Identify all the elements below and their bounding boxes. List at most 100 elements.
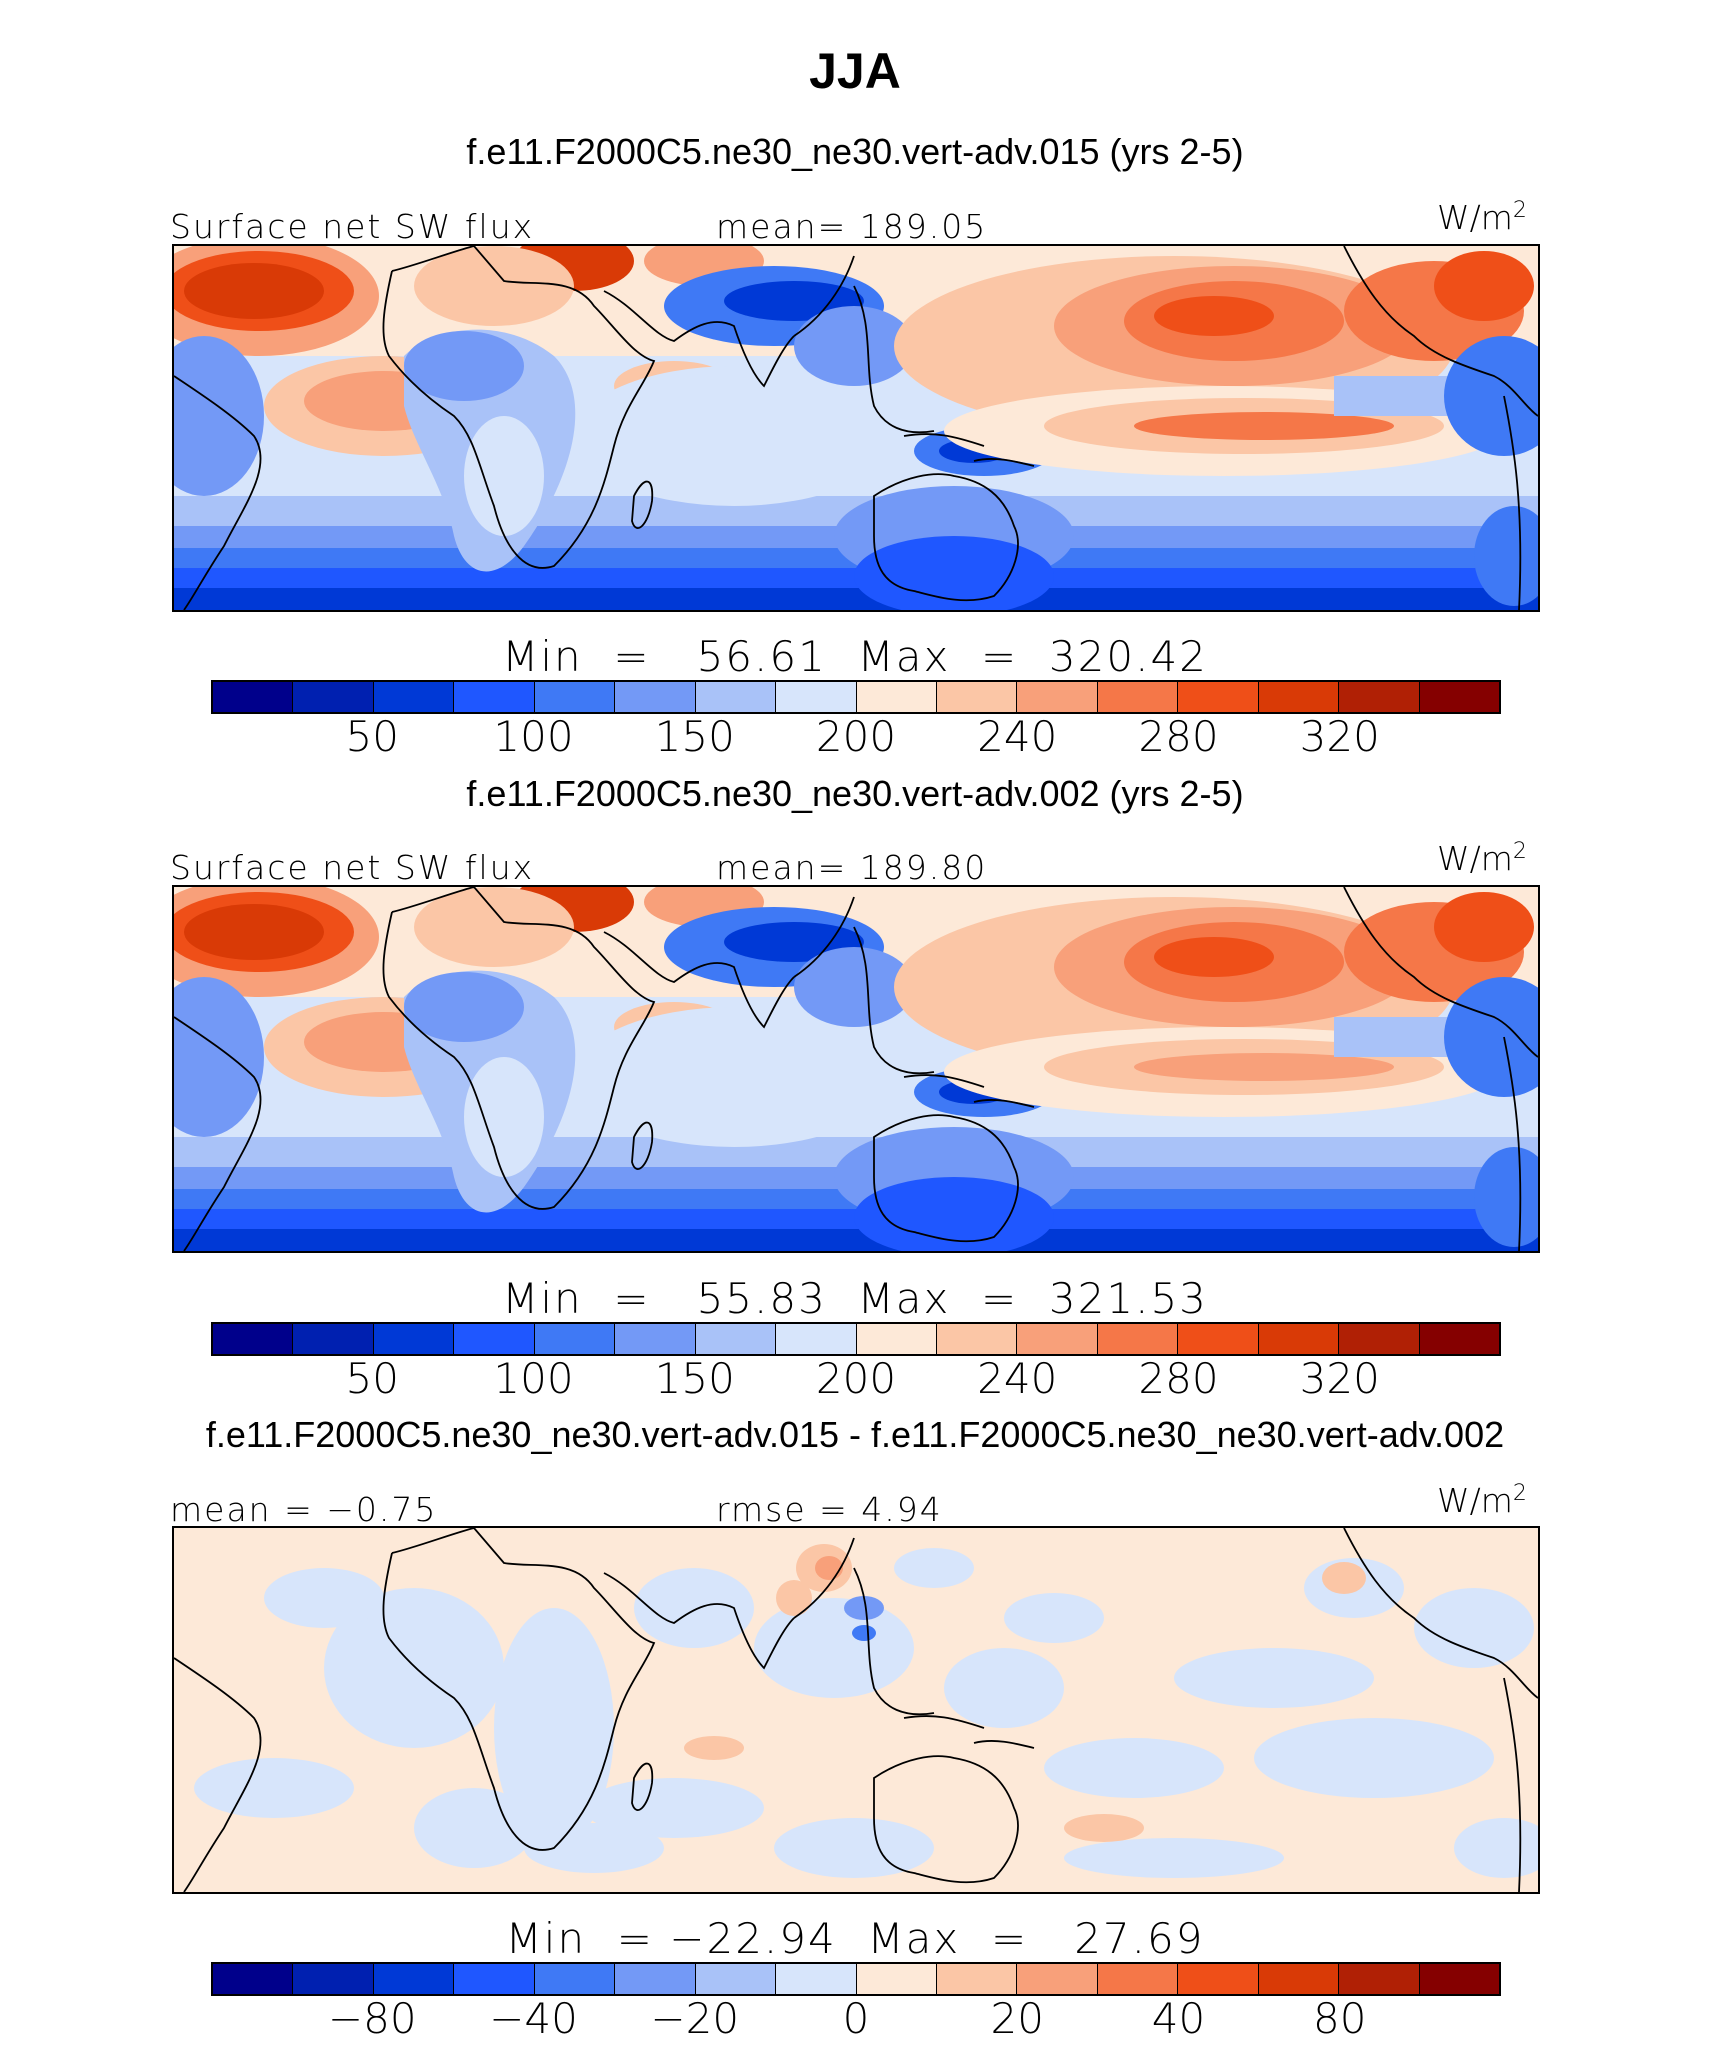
colorbar-tick-label: 240 — [977, 1354, 1058, 1403]
colorbar-tick-label: 50 — [345, 1354, 399, 1403]
colorbar-segment — [373, 682, 455, 712]
contour-region — [574, 366, 894, 506]
colorbar-segment — [454, 1964, 535, 1994]
panel-3-contour-map — [174, 1528, 1538, 1892]
positive-anomaly — [815, 1556, 843, 1580]
colorbar-segment — [615, 1964, 696, 1994]
panel-2-map — [172, 885, 1540, 1253]
negative-anomaly — [1174, 1648, 1374, 1708]
coastline — [1343, 887, 1538, 1251]
coastline — [793, 896, 935, 1075]
coastline — [873, 1114, 1019, 1243]
colorbar-segment — [534, 1964, 616, 1994]
colorbar-segment — [1178, 1324, 1259, 1354]
colorbar-segment — [1178, 1964, 1259, 1994]
colorbar-segment — [293, 682, 374, 712]
coastline — [1343, 246, 1538, 610]
colorbar-segment — [776, 1324, 857, 1354]
panel-2-contour-map — [174, 887, 1538, 1251]
colorbar-segment — [293, 1324, 374, 1354]
colorbar-segment — [534, 1324, 616, 1354]
colorbar-tick-label: 50 — [345, 712, 399, 761]
colorbar-segment — [1097, 682, 1179, 712]
colorbar-segment — [373, 1964, 455, 1994]
negative-anomaly — [634, 1568, 754, 1648]
negative-anomaly — [264, 1568, 384, 1628]
colorbar-segment — [856, 1964, 937, 1994]
negative-anomaly — [844, 1596, 884, 1620]
negative-anomaly — [494, 1608, 614, 1848]
coastline — [174, 1657, 262, 1892]
contour-region — [1134, 412, 1394, 440]
contour-region — [1434, 892, 1534, 962]
colorbar-segment — [1178, 682, 1259, 712]
coastline — [382, 246, 656, 569]
panel-1-units: W/m2 — [1437, 198, 1527, 237]
panel-3-rmse-label: rmse = 4.94 — [716, 1490, 943, 1529]
panel-3-units-text: W/m — [1437, 1481, 1513, 1520]
positive-anomaly — [684, 1736, 744, 1760]
coastline — [603, 290, 795, 388]
coastline — [793, 255, 935, 434]
panel-3-colorbar — [211, 1962, 1501, 1996]
coastline — [873, 1755, 1019, 1884]
colorbar-segment — [695, 1324, 777, 1354]
contour-region — [184, 263, 324, 319]
contour-region — [1434, 251, 1534, 321]
coastline — [631, 1121, 654, 1170]
contour-region — [574, 1007, 894, 1147]
coastline — [174, 1016, 262, 1251]
contour-region — [404, 331, 524, 401]
contour-region — [414, 246, 574, 326]
negative-anomaly — [774, 1818, 934, 1878]
figure-title: JJA — [809, 43, 901, 99]
negative-anomaly — [584, 1778, 764, 1838]
contour-region — [794, 947, 914, 1027]
negative-anomaly — [944, 1648, 1064, 1728]
colorbar-segment — [1419, 1324, 1499, 1354]
panel-3-map — [172, 1526, 1540, 1894]
panel-2-title: f.e11.F2000C5.ne30_ne30.vert-adv.002 (yr… — [466, 773, 1244, 814]
colorbar-segment — [1419, 1964, 1499, 1994]
negative-anomaly — [324, 1588, 504, 1748]
colorbar-segment — [293, 1964, 374, 1994]
negative-anomaly — [414, 1788, 534, 1868]
colorbar-tick-label: 320 — [1299, 712, 1380, 761]
colorbar-tick-label: −40 — [489, 1994, 578, 2043]
colorbar-segment — [213, 682, 294, 712]
colorbar-segment — [1258, 1964, 1340, 1994]
colorbar-segment — [695, 682, 777, 712]
coastline — [873, 473, 1019, 602]
contour-band — [174, 1229, 1538, 1251]
colorbar-segment — [936, 682, 1018, 712]
colorbar-tick-label: −20 — [650, 1994, 740, 2043]
contour-region — [1474, 1147, 1538, 1247]
negative-anomaly — [1454, 1818, 1538, 1878]
panel-2-colorbar — [211, 1322, 1501, 1356]
colorbar-tick-label: 280 — [1138, 1354, 1219, 1403]
coastline — [382, 887, 656, 1210]
coastline — [631, 480, 654, 529]
negative-anomaly — [754, 1598, 914, 1698]
colorbar-tick-label: 80 — [1313, 1994, 1367, 2043]
contour-region — [174, 336, 264, 496]
colorbar-segment — [1339, 1964, 1420, 1994]
contour-region — [794, 306, 914, 386]
negative-anomaly — [1064, 1838, 1284, 1878]
contour-band — [174, 588, 1538, 610]
panel-2-units-text: W/m — [1437, 839, 1513, 878]
colorbar-segment — [615, 682, 696, 712]
colorbar-tick-label: 150 — [654, 712, 735, 761]
panel-2-variable-label: Surface net SW flux — [170, 848, 535, 887]
contour-region — [464, 1057, 544, 1177]
colorbar-tick-label: 240 — [977, 712, 1058, 761]
contour-region — [1154, 937, 1274, 977]
coastline — [174, 375, 262, 610]
colorbar-segment — [1258, 682, 1340, 712]
positive-anomaly — [776, 1580, 812, 1616]
contour-region — [184, 904, 324, 960]
colorbar-tick-label: 100 — [493, 1354, 574, 1403]
colorbar-segment — [373, 1324, 455, 1354]
colorbar-tick-label: 280 — [1138, 712, 1219, 761]
coastline — [603, 1572, 795, 1670]
